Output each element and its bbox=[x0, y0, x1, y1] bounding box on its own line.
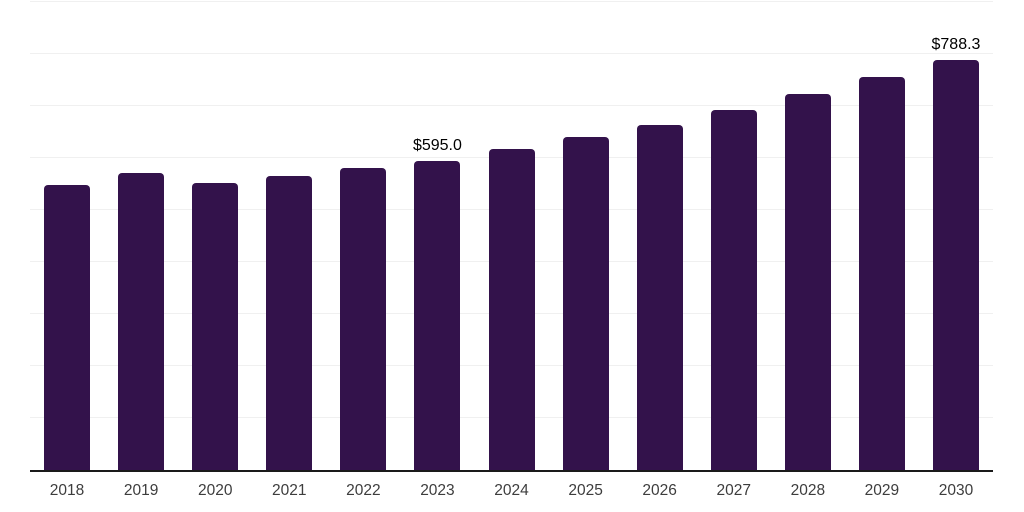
bar-band-2028 bbox=[771, 2, 845, 470]
plot-area: $595.0 $788.3 bbox=[30, 1, 993, 472]
x-tick-2023: 2023 bbox=[420, 482, 455, 499]
x-axis-tick-labels: 2018 2019 2020 2021 2022 2023 2024 2025 2026 2027… bbox=[30, 482, 993, 499]
bar-band-2021 bbox=[252, 2, 326, 470]
bar-band-2029 bbox=[845, 2, 919, 470]
bar-2030 bbox=[932, 60, 979, 470]
bar-band-2022 bbox=[326, 2, 400, 470]
bar-2028 bbox=[784, 93, 831, 470]
bar-band-2018 bbox=[30, 2, 104, 470]
x-tick-2018: 2018 bbox=[49, 482, 85, 499]
bar-2020 bbox=[192, 183, 239, 470]
bar-2019 bbox=[118, 173, 165, 470]
bar-2024 bbox=[488, 149, 535, 470]
bar-2027 bbox=[710, 110, 757, 470]
x-tick-2029: 2029 bbox=[864, 482, 900, 499]
bar-2025 bbox=[562, 137, 609, 470]
x-tick-2020: 2020 bbox=[197, 482, 233, 499]
data-label-2030: $788.3 bbox=[931, 36, 981, 54]
bar-band-2026 bbox=[623, 2, 697, 470]
bar-band-2030: $788.3 bbox=[919, 2, 993, 470]
x-tick-2024: 2024 bbox=[494, 482, 529, 499]
bar-2026 bbox=[636, 125, 683, 470]
data-label-2023: $595.0 bbox=[412, 136, 462, 154]
bar-2029 bbox=[858, 76, 905, 470]
bar-band-2019 bbox=[104, 2, 178, 470]
x-tick-2028: 2028 bbox=[790, 482, 826, 499]
gridline-900 bbox=[30, 1, 993, 2]
bar-2023 bbox=[414, 160, 461, 470]
x-tick-2021: 2021 bbox=[272, 482, 307, 499]
bar-2018 bbox=[44, 185, 91, 470]
gridline-800 bbox=[30, 53, 993, 54]
bar-band-2024 bbox=[474, 2, 548, 470]
x-tick-2026: 2026 bbox=[642, 482, 677, 499]
gridline-700 bbox=[30, 105, 993, 106]
x-tick-2025: 2025 bbox=[568, 482, 603, 499]
bar-band-2027 bbox=[697, 2, 771, 470]
bar-band-2020 bbox=[178, 2, 252, 470]
bar-band-2023: $595.0 bbox=[400, 2, 474, 470]
x-tick-2027: 2027 bbox=[716, 482, 751, 499]
x-tick-2022: 2022 bbox=[346, 482, 381, 499]
bar-2022 bbox=[340, 168, 387, 470]
x-tick-2019: 2019 bbox=[123, 482, 159, 499]
bar-2021 bbox=[266, 175, 313, 470]
x-tick-2030: 2030 bbox=[938, 482, 974, 499]
bars-container: $595.0 $788.3 bbox=[30, 2, 993, 470]
bar-band-2025 bbox=[549, 2, 623, 470]
